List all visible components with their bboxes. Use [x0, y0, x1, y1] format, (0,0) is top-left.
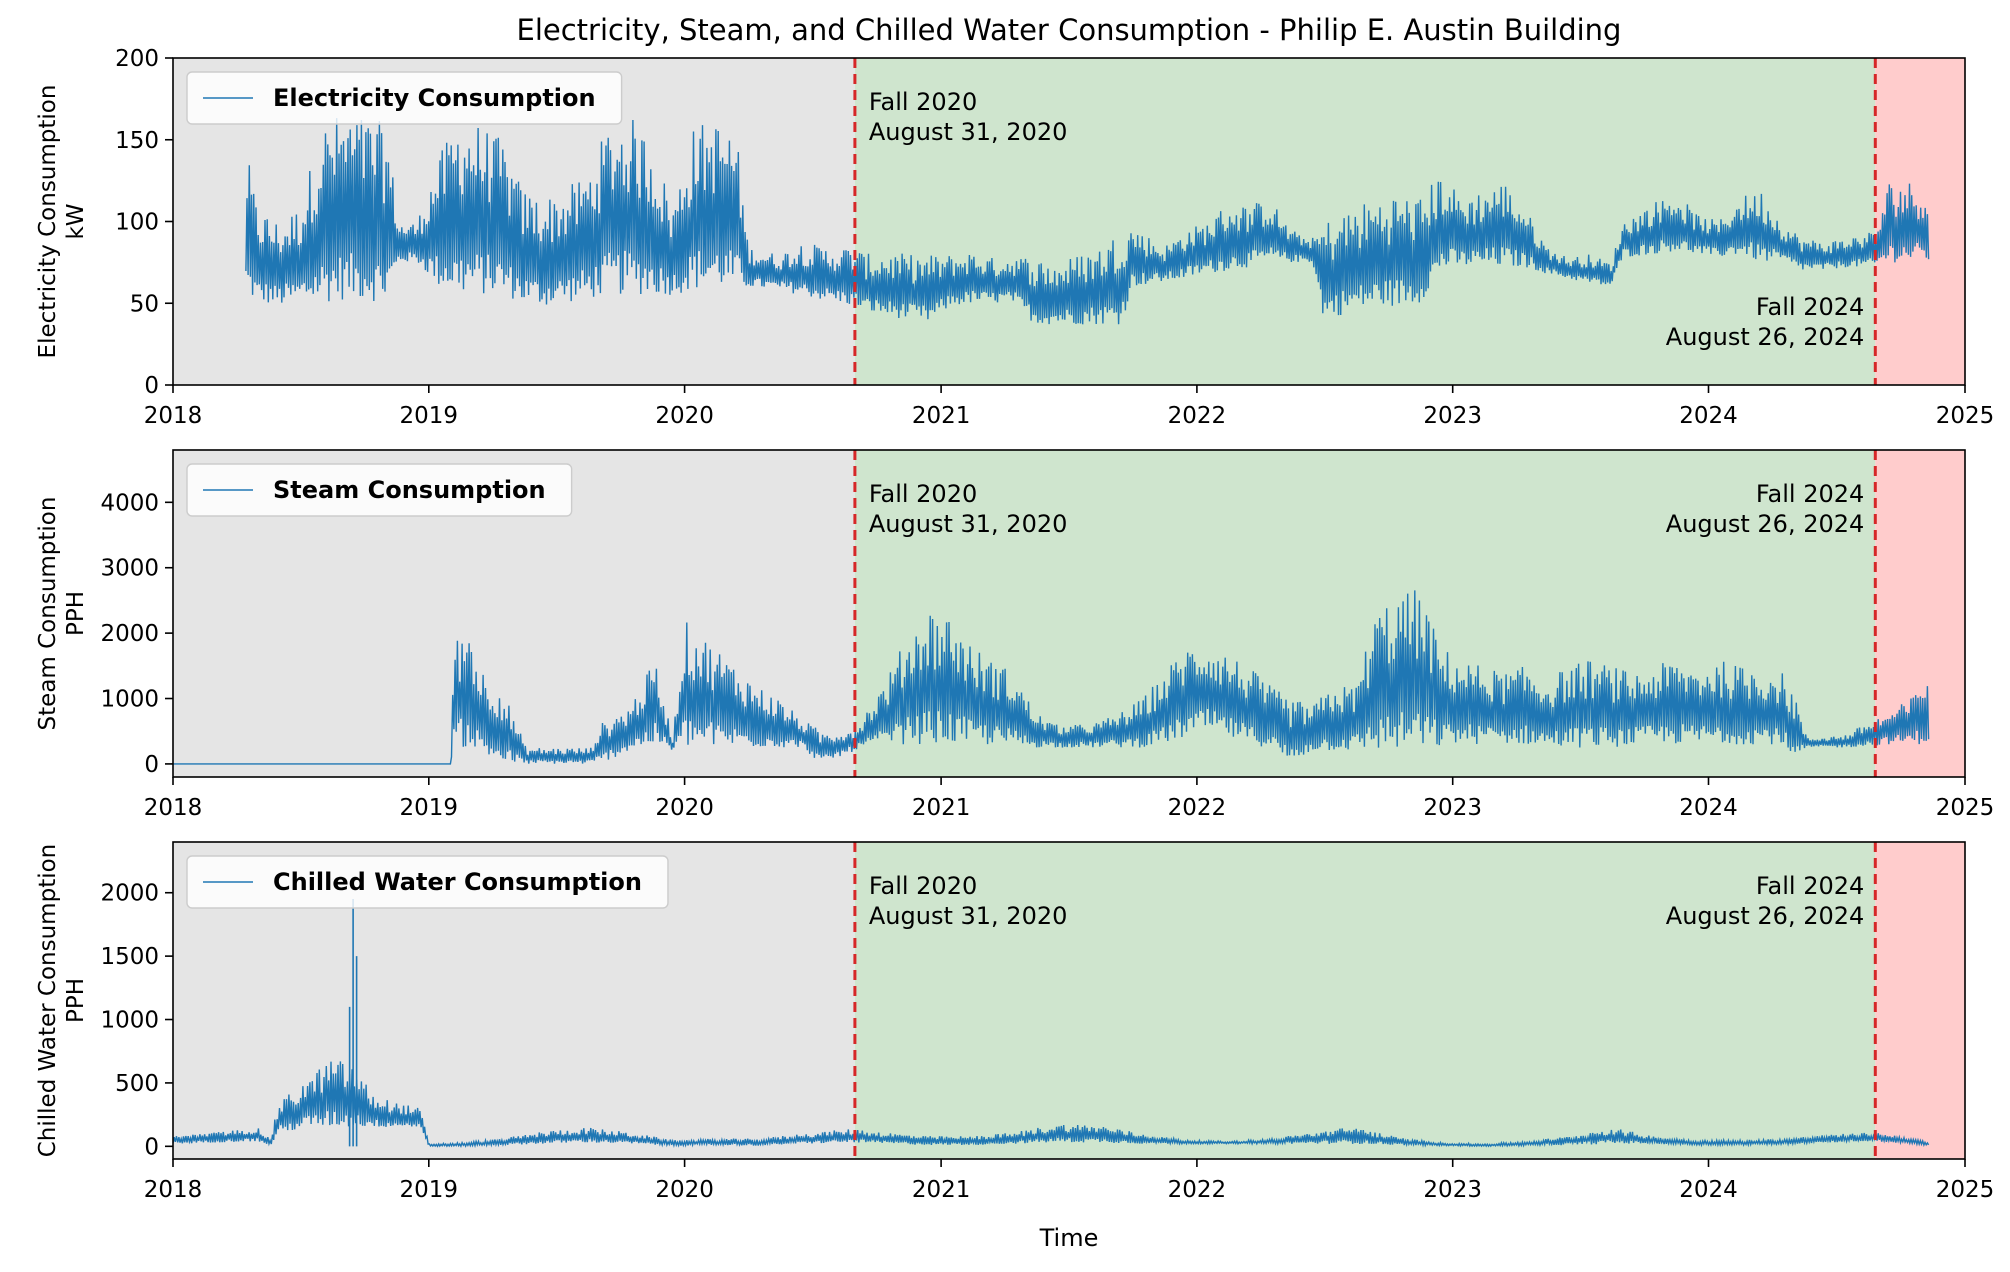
- y-tick-label: 4000: [100, 490, 159, 516]
- annotation-text: Fall 2020: [869, 480, 977, 508]
- x-tick-label: 2023: [1423, 795, 1482, 821]
- y-axis-label: Steam Consumption: [35, 497, 61, 731]
- x-tick-label: 2018: [144, 403, 203, 429]
- y-axis-label: Electricity Consumption: [35, 85, 61, 359]
- y-tick-label: 500: [115, 1071, 159, 1097]
- figure-title: Electricity, Steam, and Chilled Water Co…: [517, 13, 1622, 47]
- annotation-text: Fall 2020: [869, 872, 977, 900]
- legend-label: Steam Consumption: [273, 476, 546, 504]
- legend-label: Electricity Consumption: [273, 84, 596, 112]
- y-axis-unit: kW: [63, 203, 89, 239]
- axes-frame: [172, 841, 1966, 1160]
- series-line-1: [172, 1061, 1930, 1149]
- y-tick-label: 2000: [100, 621, 159, 647]
- y-tick-label: 1000: [100, 687, 159, 713]
- legend: Steam Consumption: [186, 463, 573, 517]
- annotation-text: August 31, 2020: [869, 902, 1068, 930]
- x-tick-label: 2019: [400, 795, 459, 821]
- annotation-text: August 26, 2024: [1666, 902, 1865, 930]
- y-tick-label: 50: [130, 291, 159, 317]
- annotation-text: August 26, 2024: [1666, 323, 1865, 351]
- x-axis-label: Time: [1039, 1224, 1099, 1252]
- annotation-text: August 31, 2020: [869, 510, 1068, 538]
- axes-frame: [172, 449, 1966, 778]
- y-axis-unit: PPH: [63, 591, 89, 636]
- x-tick-label: 2024: [1679, 1177, 1738, 1203]
- legend-box: [186, 71, 623, 125]
- x-tick-label: 2023: [1423, 403, 1482, 429]
- x-tick-label: 2021: [912, 795, 971, 821]
- x-tick-label: 2022: [1168, 795, 1227, 821]
- y-tick-label: 3000: [100, 556, 159, 582]
- y-tick-label: 1000: [100, 1008, 159, 1034]
- series-line-1: [245, 118, 1930, 325]
- x-tick-label: 2024: [1679, 403, 1738, 429]
- x-tick-label: 2018: [144, 1177, 203, 1203]
- annotation-text: Fall 2024: [1756, 872, 1864, 900]
- x-tick-label: 2023: [1423, 1177, 1482, 1203]
- y-tick-label: 0: [144, 1134, 159, 1160]
- x-tick-label: 2022: [1168, 403, 1227, 429]
- annotation-text: August 31, 2020: [869, 118, 1068, 146]
- x-tick-label: 2025: [1936, 1177, 1995, 1203]
- legend-box: [186, 463, 573, 517]
- x-tick-label: 2019: [400, 403, 459, 429]
- x-tick-label: 2025: [1936, 403, 1995, 429]
- x-tick-label: 2019: [400, 1177, 459, 1203]
- legend-box: [186, 855, 669, 909]
- annotation-text: Fall 2024: [1756, 293, 1864, 321]
- annotation-text: Fall 2020: [869, 88, 977, 116]
- x-tick-label: 2022: [1168, 1177, 1227, 1203]
- y-axis-label: Chilled Water Consumption: [35, 844, 61, 1158]
- legend: Chilled Water Consumption: [186, 855, 669, 909]
- region-fall-2020-to-2024: [854, 842, 1876, 1159]
- annotation-text: Fall 2024: [1756, 480, 1864, 508]
- y-tick-label: 0: [144, 752, 159, 778]
- series-line-1: [173, 590, 1930, 765]
- x-tick-label: 2021: [912, 403, 971, 429]
- y-tick-label: 0: [144, 373, 159, 399]
- x-tick-label: 2025: [1936, 795, 1995, 821]
- y-tick-label: 200: [115, 46, 159, 72]
- legend: Electricity Consumption: [186, 71, 623, 125]
- x-tick-label: 2018: [144, 795, 203, 821]
- x-tick-label: 2024: [1679, 795, 1738, 821]
- y-axis-unit: PPH: [63, 978, 89, 1023]
- annotation-text: August 26, 2024: [1666, 510, 1865, 538]
- region-post-fall-2024: [1875, 842, 1965, 1159]
- x-tick-label: 2021: [912, 1177, 971, 1203]
- x-tick-label: 2020: [655, 403, 714, 429]
- y-tick-label: 2000: [100, 881, 159, 907]
- legend-label: Chilled Water Consumption: [273, 868, 642, 896]
- y-tick-label: 100: [115, 210, 159, 236]
- y-tick-label: 150: [115, 128, 159, 154]
- y-tick-label: 1500: [100, 944, 159, 970]
- x-tick-label: 2020: [655, 1177, 714, 1203]
- x-tick-label: 2020: [655, 795, 714, 821]
